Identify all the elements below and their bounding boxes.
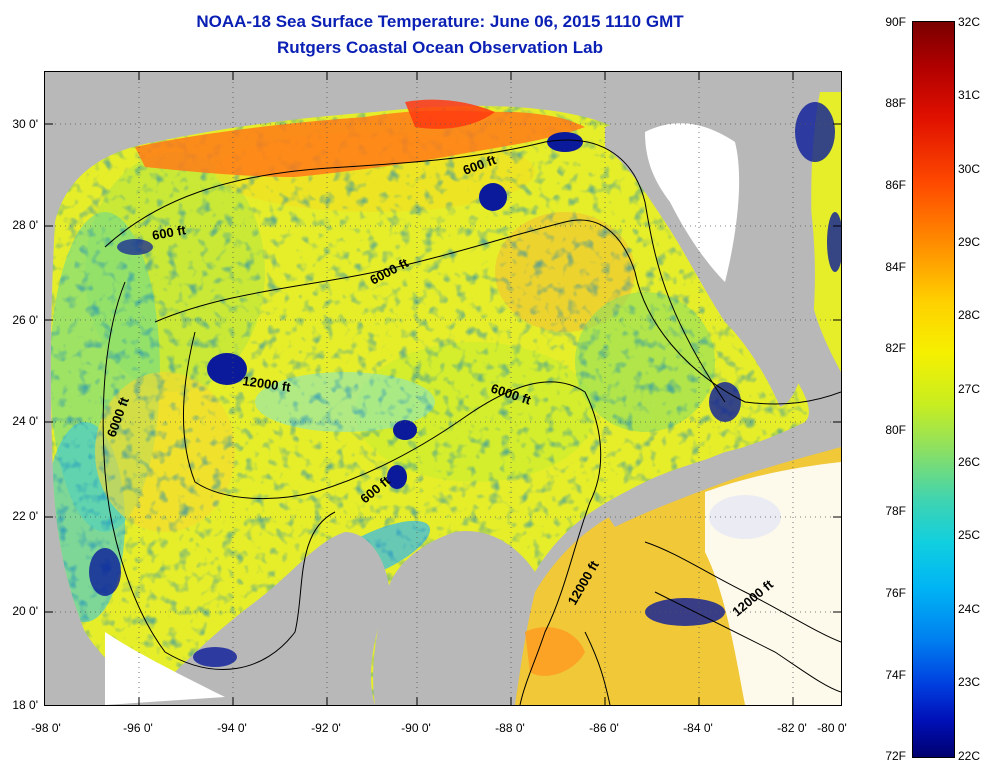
colorbar-c-label: 28C xyxy=(958,308,981,322)
colorbar-f-label: 76F xyxy=(885,586,906,600)
colorbar-f-label: 90F xyxy=(885,15,906,29)
colorbar-c-label: 22C xyxy=(958,749,981,763)
lon-label: -92 0' xyxy=(311,721,341,735)
lat-label: 20 0' xyxy=(12,604,38,618)
colorbar-c-label: 26C xyxy=(958,455,981,469)
lon-label: -80 0' xyxy=(817,721,847,735)
colorbar-f-label: 88F xyxy=(885,96,906,110)
lat-label: 24 0' xyxy=(12,414,38,428)
lon-label: -96 0' xyxy=(123,721,153,735)
colorbar-c-label: 31C xyxy=(958,88,981,102)
bathymetry-contours xyxy=(102,139,841,705)
map-subtitle: Rutgers Coastal Ocean Observation Lab xyxy=(277,38,603,57)
colorbar-c-label: 32C xyxy=(958,15,981,29)
warm-coastal-band xyxy=(135,110,585,177)
lat-label: 30 0' xyxy=(12,117,38,131)
sst-map-svg: 600 ft 600 ft 6000 ft 12000 ft 6000 ft 6… xyxy=(45,72,841,705)
colorbar-f-label: 82F xyxy=(885,341,906,355)
lon-label: -84 0' xyxy=(683,721,713,735)
colorbar-f-label: 86F xyxy=(885,178,906,192)
graticule xyxy=(45,72,841,705)
colorbar-f-label: 84F xyxy=(885,260,906,274)
lon-label: -86 0' xyxy=(589,721,619,735)
colorbar-f-label: 80F xyxy=(885,423,906,437)
lon-label: -94 0' xyxy=(217,721,247,735)
colorbar-c-label: 25C xyxy=(958,528,981,542)
colorbar-c-label: 23C xyxy=(958,675,981,689)
lon-label: -90 0' xyxy=(401,721,431,735)
lon-label: -88 0' xyxy=(495,721,525,735)
colorbar-c-label: 30C xyxy=(958,162,981,176)
lat-label: 22 0' xyxy=(12,509,38,523)
lon-label: -82 0' xyxy=(777,721,807,735)
colorbar-f-label: 74F xyxy=(885,668,906,682)
sst-map[interactable]: 600 ft 600 ft 6000 ft 12000 ft 6000 ft 6… xyxy=(44,71,842,706)
tick-marks xyxy=(45,72,841,705)
atlantic-water xyxy=(810,92,841,372)
florida-cloud xyxy=(645,123,740,282)
contour-label: 600 ft xyxy=(151,222,188,243)
colorbar-c-label: 24C xyxy=(958,602,981,616)
colorbar-f-label: 78F xyxy=(885,504,906,518)
mexico-cloud xyxy=(105,632,225,705)
lat-label: 18 0' xyxy=(12,698,38,712)
contour-label: 12000 ft xyxy=(242,373,293,395)
colorbar-c-label: 27C xyxy=(958,382,981,396)
colorbar-c-label: 29C xyxy=(958,235,981,249)
yucatan-land xyxy=(373,531,535,705)
lon-label: -98 0' xyxy=(31,721,61,735)
colorbar-f-label: 72F xyxy=(885,749,906,763)
lat-label: 28 0' xyxy=(12,218,38,232)
colorbar xyxy=(912,21,955,758)
lat-label: 26 0' xyxy=(12,313,38,327)
map-title: NOAA-18 Sea Surface Temperature: June 06… xyxy=(196,12,684,31)
cuba-land xyxy=(605,424,841,527)
